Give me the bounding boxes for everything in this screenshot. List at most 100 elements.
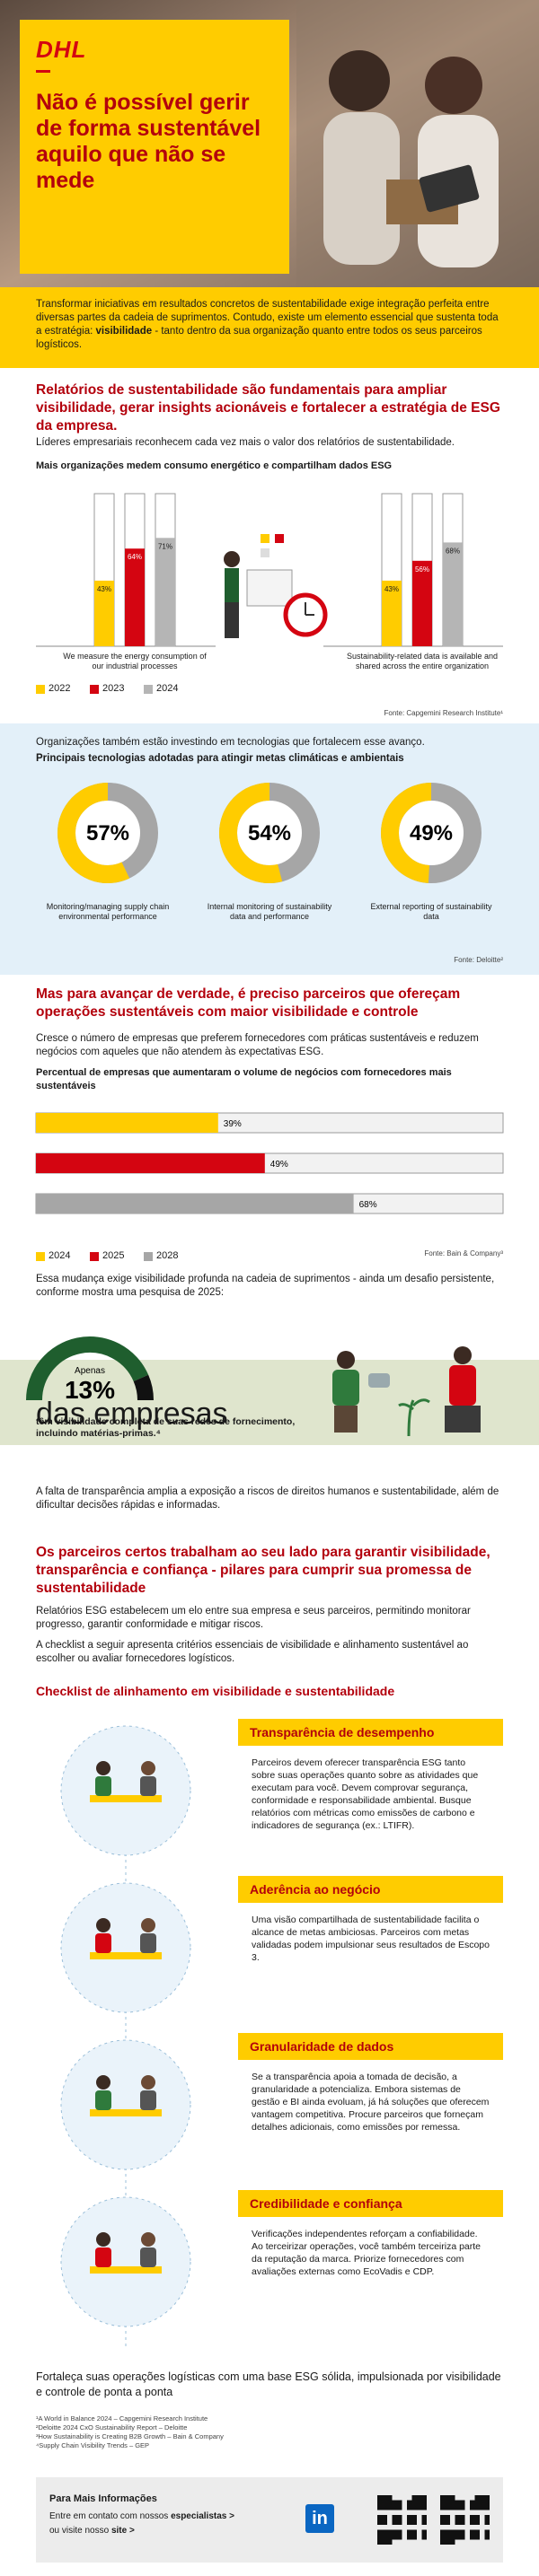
- donut-charts: 57% 54% 49%: [57, 783, 482, 883]
- qr-cell: [397, 2515, 402, 2520]
- illustration-body: [140, 2247, 156, 2267]
- category-label: Sustainability-related data is available…: [346, 652, 499, 670]
- illustration-body: [95, 1776, 111, 1796]
- legend-label: 2025: [102, 1250, 125, 1261]
- section-text: A falta de transparência amplia a exposi…: [36, 1486, 499, 1511]
- qr-cell: [377, 2519, 383, 2525]
- footer-link[interactable]: site >: [110, 2526, 135, 2536]
- legend-label: 2028: [156, 1250, 179, 1261]
- qr-cell: [397, 2535, 402, 2540]
- qr-cell: [387, 2539, 393, 2545]
- item-title-bar: [238, 2033, 503, 2060]
- illustration-body: [140, 2090, 156, 2110]
- category-label: Internal monitoring of sustainability da…: [207, 902, 332, 921]
- intro-band: [0, 287, 539, 368]
- legend-label: 2023: [102, 683, 125, 694]
- illustration-desk: [90, 1795, 162, 1802]
- qr-cell: [460, 2515, 465, 2520]
- qr-cell: [484, 2505, 490, 2510]
- qr-cell: [440, 2519, 446, 2525]
- qr-cell: [417, 2500, 422, 2505]
- illustration-person: [96, 2075, 110, 2090]
- section-heading: Os parceiros certos trabalham ao seu lad…: [36, 1545, 490, 1596]
- bar: [36, 1194, 354, 1214]
- item-title: Aderência ao negócio: [250, 1882, 381, 1897]
- item-title-bar: [238, 1719, 503, 1746]
- qr-cell: [392, 2515, 397, 2520]
- closing: Fortaleça suas operações logísticas com …: [36, 2370, 501, 2398]
- category-label: External reporting of sustainability dat…: [370, 902, 492, 921]
- qr-cell: [445, 2495, 450, 2501]
- qr-cell: [382, 2500, 387, 2505]
- qr-codes: [377, 2495, 490, 2545]
- qr-cell: [474, 2529, 480, 2535]
- bar: [94, 580, 114, 646]
- donut-label: 49%: [410, 821, 453, 846]
- donut-arc: [219, 783, 320, 883]
- qr-cell: [377, 2505, 383, 2510]
- qr-cell: [382, 2495, 387, 2501]
- illustration-body: [140, 1933, 156, 1953]
- bar: [412, 560, 432, 646]
- qr-cell: [382, 2539, 387, 2545]
- logo-stripe: [36, 70, 50, 73]
- gauge-track: [26, 1336, 149, 1401]
- qr-cell: [382, 2515, 387, 2520]
- qr-cell: [387, 2529, 393, 2535]
- qr-cell: [421, 2505, 427, 2510]
- footer-link[interactable]: especialistas >: [171, 2511, 234, 2521]
- qr-cell: [470, 2505, 475, 2510]
- qr-cell: [411, 2529, 417, 2535]
- value-label: 68%: [359, 1200, 377, 1210]
- qr-cell: [460, 2519, 465, 2525]
- chart-title: Principais tecnologias adotadas para ati…: [36, 753, 404, 764]
- qr-cell: [411, 2519, 417, 2525]
- qr-cell: [440, 2539, 446, 2545]
- qr-cell: [470, 2535, 475, 2540]
- chart-title: Percentual de empresas que aumentaram o …: [36, 1067, 452, 1091]
- footer-site[interactable]: ou visite nosso site >: [49, 2526, 135, 2536]
- qr-cell: [411, 2505, 417, 2510]
- qr-cell: [411, 2515, 417, 2520]
- gauge-text: têm visibilidade completa de suas redes …: [36, 1416, 296, 1439]
- footer-text: ou visite nosso: [49, 2526, 111, 2536]
- illustration-circle: [60, 1882, 191, 2013]
- qr-cell: [445, 2505, 450, 2510]
- qr-cell: [411, 2535, 417, 2540]
- chart-source: Fonte: Capgemini Research Institute¹: [384, 709, 503, 717]
- legend-swatch: [36, 1252, 45, 1261]
- qr-cell: [474, 2500, 480, 2505]
- footer-contact[interactable]: Entre em contato com nossos especialista…: [49, 2511, 234, 2521]
- qr-cell: [445, 2535, 450, 2540]
- qr-cell: [440, 2500, 446, 2505]
- linkedin-icon[interactable]: in: [305, 2504, 334, 2533]
- qr-cell: [417, 2495, 422, 2501]
- qr-cell: [455, 2500, 460, 2505]
- illustration-body: [95, 2247, 111, 2267]
- qr-cell: [450, 2500, 455, 2505]
- qr-cell: [460, 2505, 465, 2510]
- qr-cell: [407, 2519, 412, 2525]
- qr-cell: [445, 2539, 450, 2545]
- qr-cell: [407, 2529, 412, 2535]
- illustration-circle: [60, 1725, 191, 1856]
- qr-cell: [460, 2500, 465, 2505]
- illustration-desk: [90, 2109, 162, 2116]
- checklist: Transparência de desempenho Parceiros dev…: [0, 1719, 539, 2356]
- qr-cell: [440, 2495, 446, 2501]
- qr-cell: [484, 2500, 490, 2505]
- item-title-bar: [238, 2190, 503, 2217]
- hero: [0, 0, 539, 287]
- qr-cell: [377, 2539, 383, 2545]
- intro-text: Transformar iniciativas em resultados co…: [36, 298, 503, 352]
- illustration-person: [141, 1918, 155, 1932]
- illustration-body: [95, 2090, 111, 2110]
- qr-cell: [421, 2495, 427, 2501]
- qr-cell: [421, 2515, 427, 2520]
- bar: [443, 542, 463, 646]
- item-text: Parceiros devem oferecer transparência E…: [252, 1757, 479, 1831]
- legend-swatch: [90, 685, 99, 694]
- qr-cell: [382, 2535, 387, 2540]
- qr-cell: [387, 2535, 393, 2540]
- qr-cell: [455, 2515, 460, 2520]
